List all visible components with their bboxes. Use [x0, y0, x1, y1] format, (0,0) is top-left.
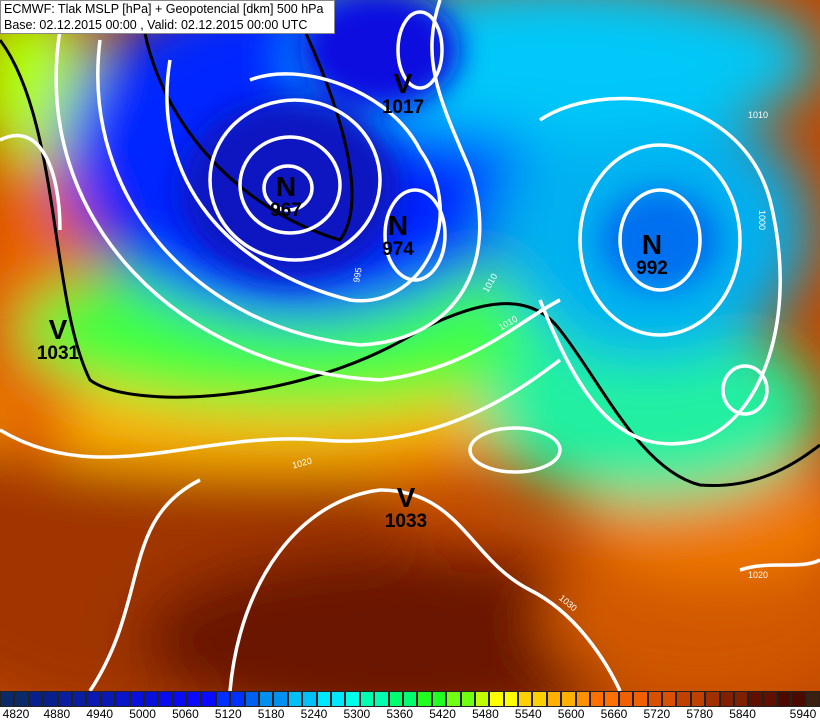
colorbar-swatch — [388, 691, 403, 707]
colorbar: 4820 4880 4940 5000 5060 5120 5180 5240 5300 5360… — [0, 691, 820, 721]
colorbar-swatch — [302, 691, 317, 707]
isobar-label: 1010 — [748, 110, 769, 120]
pressure-center-high: V 1033 — [384, 482, 428, 532]
colorbar-swatch — [633, 691, 648, 707]
colorbar-tick-label: 5000 — [129, 707, 156, 721]
colorbar-tick-label: 5600 — [557, 707, 585, 721]
colorbar-swatch — [345, 691, 360, 707]
colorbar-swatch — [604, 691, 619, 707]
colorbar-swatch — [158, 691, 173, 707]
colorbar-tick-label: 4940 — [86, 707, 114, 721]
colorbar-swatch — [43, 691, 58, 707]
colorbar-swatch — [71, 691, 87, 707]
colorbar-swatch — [287, 691, 303, 707]
colorbar-tick-label: 5660 — [600, 707, 628, 721]
colorbar-swatch — [719, 691, 734, 707]
pressure-center-low: N 992 — [636, 229, 668, 279]
colorbar-tick-label: 5940 — [789, 707, 817, 721]
pressure-center-low: N 967 — [270, 171, 302, 221]
colorbar-tick-label: 5540 — [514, 707, 542, 721]
colorbar-swatch — [172, 691, 188, 707]
colorbar-swatch — [143, 691, 159, 707]
map-header: ECMWF: Tlak MSLP [hPa] + Geopotencial [d… — [0, 0, 335, 34]
colorbar-swatch — [374, 691, 389, 707]
colorbar-swatch — [733, 691, 749, 707]
colorbar-swatch — [330, 691, 346, 707]
colorbar-swatch — [791, 691, 806, 707]
colorbar-swatch — [705, 691, 720, 707]
colorbar-tick-label: 5780 — [686, 707, 714, 721]
colorbar-swatch — [259, 691, 274, 707]
pressure-center-high: V 1031 — [36, 314, 80, 364]
colorbar-tick-label: 4820 — [2, 707, 30, 721]
map-canvas — [0, 0, 820, 691]
colorbar-swatch — [446, 691, 461, 707]
colorbar-swatch — [805, 691, 820, 707]
colorbar-swatch — [201, 691, 216, 707]
colorbar-swatch — [676, 691, 691, 707]
colorbar-swatch — [215, 691, 231, 707]
colorbar-swatch — [590, 691, 605, 707]
colorbar-swatch — [748, 691, 763, 707]
colorbar-tick-label: 5300 — [343, 707, 371, 721]
colorbar-swatch — [0, 691, 15, 707]
colorbar-swatch — [28, 691, 44, 707]
colorbar-swatch — [431, 691, 447, 707]
colorbar-tick-label: 5120 — [214, 707, 242, 721]
colorbar-swatch — [244, 691, 260, 707]
colorbar-tick-label: 5180 — [257, 707, 285, 721]
colorbar-swatch — [489, 691, 504, 707]
colorbar-swatch — [359, 691, 375, 707]
colorbar-tick-label: 5720 — [643, 707, 671, 721]
isobar-label: 1020 — [748, 570, 769, 580]
colorbar-swatch — [661, 691, 677, 707]
colorbar-swatch — [57, 691, 72, 707]
colorbar-tick-label: 5420 — [429, 707, 456, 721]
colorbar-swatch — [230, 691, 245, 707]
colorbar-swatches — [0, 691, 820, 707]
colorbar-swatch — [618, 691, 634, 707]
map-validity: Base: 02.12.2015 00:00 , Valid: 02.12.20… — [4, 18, 308, 32]
pressure-center-low: N 974 — [382, 210, 414, 260]
isobar-label: 1000 — [757, 209, 768, 231]
colorbar-swatch — [647, 691, 662, 707]
colorbar-swatch — [187, 691, 202, 707]
map-title: ECMWF: Tlak MSLP [hPa] + Geopotencial [d… — [4, 2, 324, 16]
colorbar-swatch — [690, 691, 706, 707]
colorbar-tick-label: 5240 — [300, 707, 328, 721]
colorbar-tick-label: 5480 — [472, 707, 499, 721]
colorbar-swatch — [777, 691, 792, 707]
colorbar-swatch — [86, 691, 101, 707]
colorbar-swatch — [129, 691, 144, 707]
isobars — [0, 0, 820, 691]
colorbar-swatch — [316, 691, 331, 707]
colorbar-tick-label: 5060 — [172, 707, 199, 721]
colorbar-swatch — [575, 691, 591, 707]
colorbar-swatch — [561, 691, 576, 707]
colorbar-tick-label: 5360 — [386, 707, 414, 721]
colorbar-swatch — [518, 691, 533, 707]
colorbar-swatch — [474, 691, 490, 707]
pressure-center-high: V 1017 — [381, 68, 425, 118]
colorbar-swatch — [417, 691, 432, 707]
colorbar-swatch — [503, 691, 519, 707]
colorbar-tick-label: 5840 — [729, 707, 756, 721]
colorbar-swatch — [402, 691, 418, 707]
colorbar-ticks: 4820 4880 4940 5000 5060 5120 5180 5240 5300 5360… — [0, 707, 820, 721]
colorbar-swatch — [115, 691, 130, 707]
colorbar-swatch — [14, 691, 29, 707]
colorbar-swatch — [273, 691, 288, 707]
colorbar-swatch — [532, 691, 547, 707]
colorbar-swatch — [460, 691, 475, 707]
colorbar-tick-label: 4880 — [43, 707, 71, 721]
colorbar-swatch — [100, 691, 116, 707]
colorbar-swatch — [546, 691, 562, 707]
colorbar-swatch — [762, 691, 778, 707]
